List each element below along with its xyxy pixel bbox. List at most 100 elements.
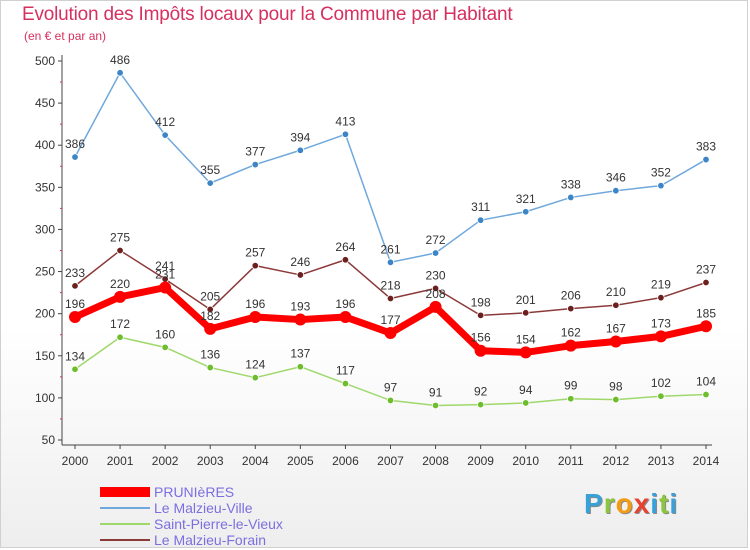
data-point: [71, 153, 79, 161]
data-label: 117: [336, 364, 355, 378]
data-point: [519, 346, 532, 359]
data-point: [296, 271, 305, 279]
data-label: 311: [471, 200, 490, 214]
legend-label: Le Malzieu-Ville: [154, 500, 253, 516]
data-label: 230: [426, 268, 446, 282]
y-tick-label: 50: [42, 433, 56, 447]
x-tick-label: 2014: [693, 454, 720, 468]
x-tick-label: 2010: [512, 454, 539, 468]
data-label: 257: [245, 246, 265, 260]
y-tick-label: 400: [35, 138, 55, 152]
data-point: [567, 304, 575, 313]
data-label: 412: [155, 115, 175, 129]
data-point: [116, 333, 124, 341]
data-point: [251, 160, 259, 169]
legend-label: Saint-Pierre-le-Vieux: [154, 516, 283, 532]
data-label: 218: [380, 279, 400, 293]
y-tick-label: 350: [35, 180, 55, 194]
data-point: [69, 311, 81, 324]
x-tick-label: 2000: [62, 454, 89, 468]
data-label: 321: [516, 192, 536, 206]
legend-label: PRUNIèRES: [154, 484, 235, 500]
data-label: 154: [516, 332, 536, 346]
legend-swatch: [100, 507, 150, 509]
data-point: [567, 395, 575, 403]
x-tick-label: 2005: [287, 454, 314, 468]
data-point: [341, 130, 350, 138]
data-point: [522, 309, 530, 317]
data-label: 173: [651, 316, 671, 330]
x-tick-label: 2012: [603, 454, 630, 468]
data-label: 167: [606, 321, 626, 335]
chart-title: Evolution des Impôts locaux pour la Comm…: [22, 4, 513, 25]
data-label: 177: [380, 313, 400, 327]
data-point: [700, 320, 712, 333]
data-point: [654, 330, 667, 343]
data-point: [249, 311, 262, 324]
data-point: [657, 293, 665, 302]
data-point: [612, 395, 620, 404]
data-label: 413: [335, 114, 355, 128]
data-label: 272: [426, 233, 446, 247]
data-point: [431, 249, 440, 257]
data-label: 97: [384, 380, 398, 394]
data-label: 205: [200, 289, 220, 303]
data-label: 208: [426, 287, 446, 301]
y-tick-label: 450: [35, 96, 55, 110]
data-point: [294, 313, 307, 326]
data-label: 104: [696, 375, 716, 389]
data-point: [114, 290, 127, 303]
data-label: 193: [290, 300, 310, 314]
data-label: 196: [335, 297, 355, 311]
data-label: 264: [335, 240, 355, 254]
legend-swatch: [100, 487, 150, 497]
data-label: 220: [110, 277, 130, 291]
y-tick-label: 500: [35, 54, 55, 68]
data-label: 98: [609, 380, 623, 394]
data-point: [522, 208, 530, 216]
data-point: [339, 311, 352, 324]
data-label: 346: [606, 171, 626, 185]
data-label: 124: [245, 358, 265, 372]
x-tick-label: 2008: [422, 454, 449, 468]
data-label: 102: [651, 376, 671, 390]
data-point: [564, 339, 577, 352]
x-tick-label: 2003: [197, 454, 224, 468]
data-label: 383: [696, 140, 716, 154]
data-label: 137: [290, 347, 310, 361]
data-label: 172: [110, 317, 130, 331]
data-point: [206, 363, 214, 372]
x-tick-label: 2011: [558, 454, 584, 468]
data-point: [206, 305, 214, 314]
data-point: [657, 392, 665, 400]
data-point: [116, 246, 124, 255]
legend-swatch: [100, 539, 150, 541]
data-point: [702, 390, 710, 399]
data-point: [384, 327, 397, 340]
legend-swatch: [100, 523, 150, 525]
x-tick-label: 2004: [242, 454, 269, 468]
data-point: [251, 373, 259, 382]
y-tick-label: 200: [35, 307, 55, 321]
y-tick-label: 100: [35, 391, 55, 405]
x-tick-label: 2002: [152, 454, 179, 468]
data-label: 386: [65, 137, 85, 151]
data-point: [474, 344, 487, 357]
data-label: 275: [110, 231, 130, 245]
data-point: [386, 396, 395, 405]
data-label: 486: [110, 53, 130, 67]
data-label: 136: [200, 348, 220, 362]
data-label: 355: [200, 163, 220, 177]
data-label: 231: [155, 268, 175, 282]
data-label: 206: [561, 289, 581, 303]
data-point: [612, 301, 620, 309]
data-label: 237: [696, 263, 716, 277]
data-point: [702, 278, 710, 287]
data-point: [159, 281, 172, 294]
data-point: [609, 335, 622, 348]
data-point: [476, 311, 485, 320]
data-label: 338: [561, 177, 581, 191]
x-tick-label: 2009: [467, 454, 494, 468]
data-point: [204, 322, 217, 335]
